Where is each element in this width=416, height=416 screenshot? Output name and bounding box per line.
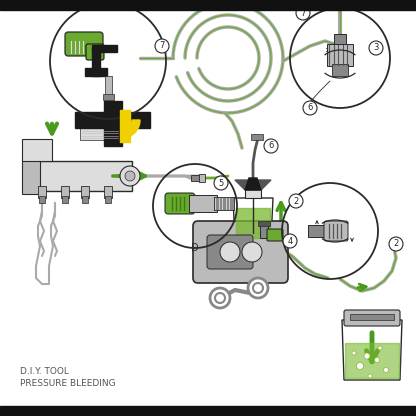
Bar [103, 94, 114, 100]
Text: 7: 7 [300, 8, 306, 17]
Circle shape [303, 101, 317, 115]
Circle shape [296, 6, 310, 20]
Circle shape [378, 346, 382, 350]
Bar [80, 126, 122, 140]
Bar [105, 76, 112, 96]
FancyBboxPatch shape [165, 193, 195, 214]
Circle shape [389, 237, 403, 251]
Bar [22, 139, 52, 161]
Polygon shape [245, 178, 261, 190]
Circle shape [384, 367, 389, 372]
Text: 4: 4 [287, 237, 292, 245]
Bar [251, 134, 263, 140]
Bar [92, 45, 117, 52]
Circle shape [283, 234, 297, 248]
Text: 3: 3 [373, 44, 379, 52]
Bar [0, 0, 416, 10]
FancyBboxPatch shape [267, 229, 283, 241]
Bar [189, 195, 217, 212]
Bar [332, 64, 348, 76]
Text: 7: 7 [159, 42, 165, 50]
Circle shape [120, 166, 140, 186]
Circle shape [264, 139, 278, 153]
Polygon shape [342, 320, 402, 380]
Polygon shape [233, 198, 273, 240]
FancyBboxPatch shape [207, 235, 253, 269]
Bar [92, 48, 100, 76]
Bar [82, 196, 88, 203]
Text: 6: 6 [307, 104, 313, 112]
Circle shape [214, 176, 228, 190]
Bar [38, 186, 46, 198]
Bar [345, 343, 399, 378]
Bar [22, 158, 40, 194]
Bar [245, 188, 261, 198]
Bar [0, 406, 416, 416]
Circle shape [242, 242, 262, 262]
Bar [199, 174, 205, 182]
Bar [308, 225, 330, 237]
FancyBboxPatch shape [324, 221, 348, 241]
Polygon shape [122, 120, 140, 138]
FancyBboxPatch shape [193, 221, 288, 283]
Circle shape [357, 362, 364, 369]
Bar [350, 314, 394, 320]
Bar [75, 112, 150, 128]
Text: 5: 5 [218, 178, 224, 188]
Circle shape [289, 194, 303, 208]
Circle shape [125, 171, 135, 181]
Bar [61, 186, 69, 198]
Text: 2: 2 [293, 196, 299, 206]
Bar [236, 208, 270, 238]
Bar [32, 161, 132, 191]
Circle shape [215, 293, 225, 303]
Bar [39, 196, 45, 203]
FancyBboxPatch shape [344, 310, 400, 326]
Circle shape [220, 242, 240, 262]
Bar [104, 101, 122, 146]
Circle shape [369, 41, 383, 55]
Circle shape [155, 39, 169, 53]
Text: 2: 2 [394, 240, 399, 248]
Bar [85, 68, 107, 76]
Bar [105, 196, 111, 203]
Bar [120, 110, 130, 142]
Text: D: D [191, 243, 199, 253]
Bar [191, 175, 201, 181]
Circle shape [374, 357, 379, 362]
Circle shape [368, 374, 372, 378]
Circle shape [210, 288, 230, 308]
Polygon shape [235, 180, 271, 190]
FancyBboxPatch shape [65, 32, 103, 56]
Bar [62, 196, 68, 203]
Circle shape [352, 351, 356, 355]
Bar [334, 34, 346, 48]
Bar [104, 186, 112, 198]
Text: 6: 6 [268, 141, 274, 151]
Circle shape [364, 353, 370, 359]
FancyBboxPatch shape [86, 44, 104, 60]
Text: D.I.Y. TOOL
PRESSURE BLEEDING: D.I.Y. TOOL PRESSURE BLEEDING [20, 367, 116, 388]
Bar [214, 197, 234, 210]
Bar [258, 221, 270, 226]
Bar [81, 186, 89, 198]
Circle shape [253, 283, 263, 293]
Bar [327, 44, 353, 66]
Bar [260, 224, 268, 238]
Circle shape [248, 278, 268, 298]
